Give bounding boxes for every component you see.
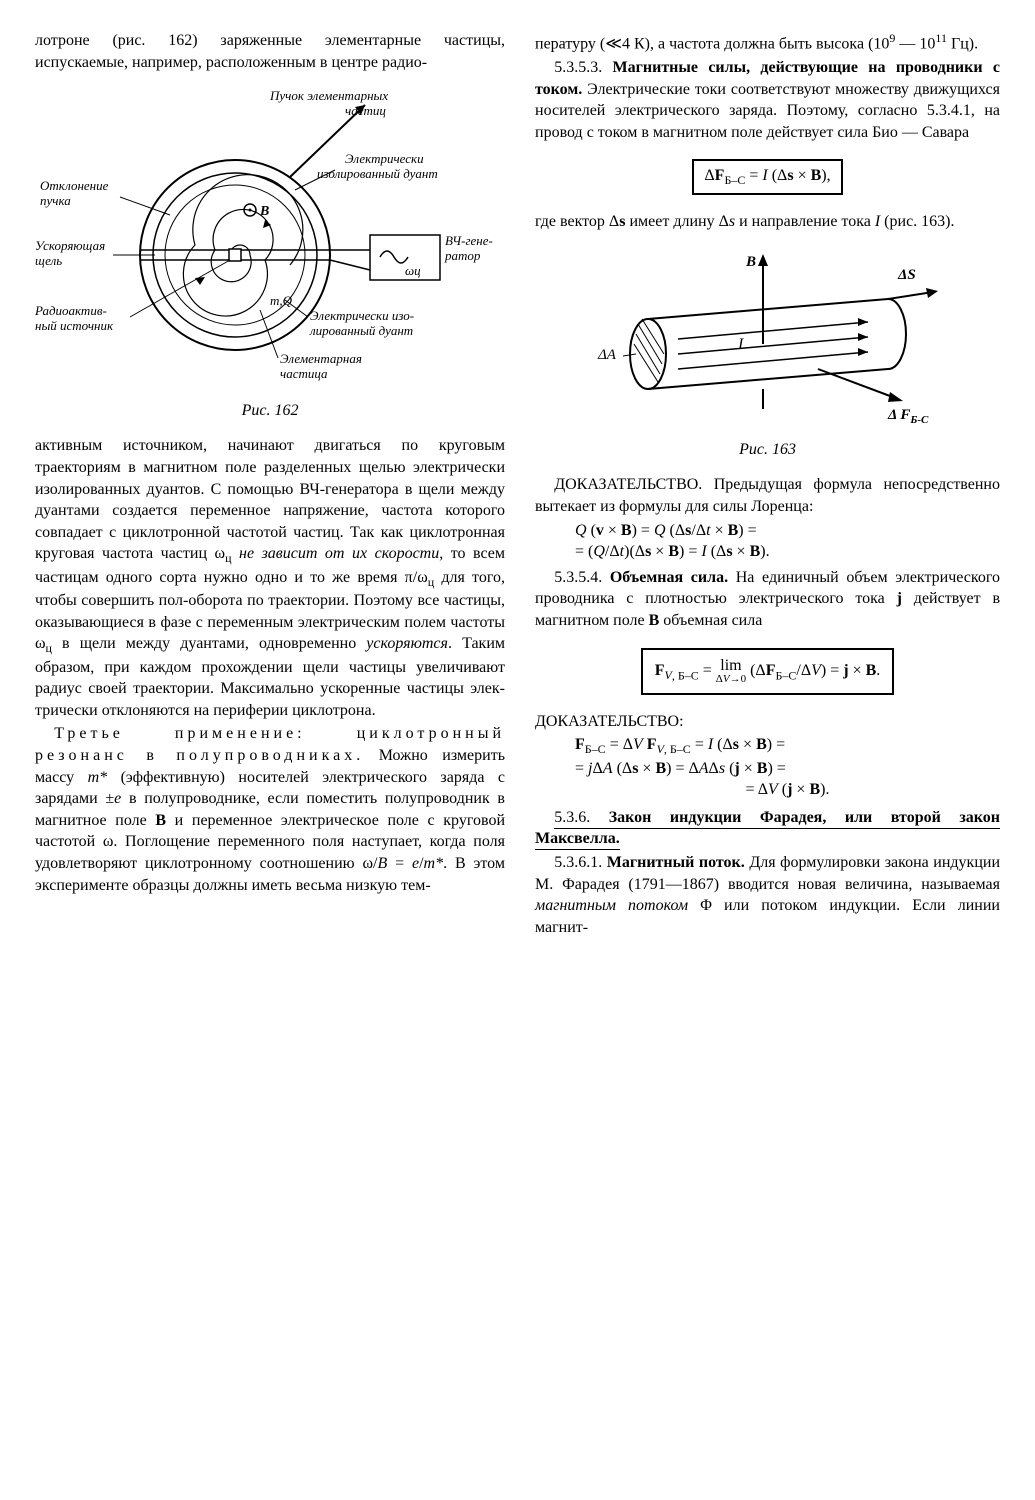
label-defl1: Отклонение [40,178,109,193]
left-column: лотроне (рис. 162) заряженные эле­ментар… [35,30,505,940]
label-iso-top2: изолированный дуант [317,166,438,181]
label-src2: ный источник [35,318,114,333]
sec-title-5354: Объемная сила. [610,569,728,586]
figure-163-svg: B ΔS Δ FБ-С ΔA I [588,244,948,424]
label-iso-top1: Электрически [345,151,424,166]
sec-text-5361: Для фор­мулировки закона индукции М. Фар… [535,854,1000,936]
two-column-layout: лотроне (рис. 162) заряженные эле­ментар… [35,30,1000,940]
section-5353: 5.3.5.3. Магнитные силы, действую­щие на… [535,57,1000,143]
sec-num: 5.3.5.3. [554,59,602,76]
label-src1: Радиоактив- [35,303,107,318]
label-gap2: щель [35,253,62,268]
figure-163-caption: Рис. 163 [535,439,1000,461]
formula-volume-force: FV, Б–С = lim ΔV→0 (ΔFБ–С/ΔV) = j × B. [535,640,1000,703]
label-gap1: Ускоряющая [35,238,105,253]
label-b163: B [745,254,756,270]
proof1-head: ДОКАЗАТЕЛЬСТВО. [554,476,702,493]
section-5354: 5.3.5.4. Объемная сила. На единич­ный об… [535,567,1000,632]
figure-162-caption: Рис. 162 [35,400,505,422]
para-col1-3: Третье применение: цик­лотронный резонан… [35,723,505,896]
sec-title-5361: Магнитный поток. [607,854,745,871]
para-col2-1: пературу (≪4 К), а частота должна быть в… [535,30,1000,55]
proof1-formula: Q (v × B) = Q (Δs/Δt × B) = = (Q/Δt)(Δs … [575,520,1000,563]
label-iso-bot1: Электрически изо- [310,308,414,323]
figure-162-svg: B ωц m,Q Пучок элементарных частиц [35,85,505,385]
label-ds: ΔS [897,267,916,283]
sec-text-5354: На единич­ный объем электрического прово… [535,569,1000,629]
sec-num-5361: 5.3.6.1. [554,854,602,871]
label-hf1: ВЧ-гене- [445,233,493,248]
sec-text: Электри­ческие токи соответствуют множес… [535,81,1000,141]
proof2-formula: FБ–С = ΔV FV, Б–С = I (Δs × B) = = jΔA (… [575,734,1000,801]
label-da: ΔA [597,347,617,363]
sec-num-5354: 5.3.5.4. [554,569,602,586]
proof2-head: ДОКАЗАТЕЛЬСТВО: [535,711,1000,733]
label-i: I [737,336,744,353]
label-elem1: Элементарная [280,351,362,366]
label-b: B [259,204,269,219]
label-df: Δ FБ-С [887,407,929,424]
label-beam2: частиц [345,103,386,118]
para-col1-2: активным источником, начинают дви­гаться… [35,435,505,721]
para-col2-2: где вектор Δs имеет длину Δs и направ­ле… [535,211,1000,233]
figure-162: B ωц m,Q Пучок элементарных частиц [35,85,505,392]
para-col1-1: лотроне (рис. 162) заряженные эле­ментар… [35,30,505,73]
label-beam1: Пучок элементарных [269,88,388,103]
figure-163: B ΔS Δ FБ-С ΔA I [535,244,1000,431]
proof-1: ДОКАЗАТЕЛЬСТВО. Предыдущая формула непос… [535,474,1000,517]
label-elem2: частица [280,366,328,381]
label-defl2: пучка [40,193,71,208]
section-5361: 5.3.6.1. Магнитный поток. Для фор­мулиро… [535,852,1000,938]
label-iso-bot2: лированный дуант [309,323,413,338]
sec-num-536: 5.3.6. [554,809,590,826]
section-536: 5.3.6. Закон индукции Фарадея, или второ… [535,807,1000,850]
sec-title-536: Закон индукции Фарадея, или второй закон… [535,809,1000,848]
label-mq: m,Q [270,293,293,308]
label-hf2: ратор [444,248,481,263]
formula-bio-savart: ΔFБ–С = I (Δs × B), [535,151,1000,202]
right-column: пературу (≪4 К), а частота должна быть в… [535,30,1000,940]
label-omega: ωц [405,263,421,278]
